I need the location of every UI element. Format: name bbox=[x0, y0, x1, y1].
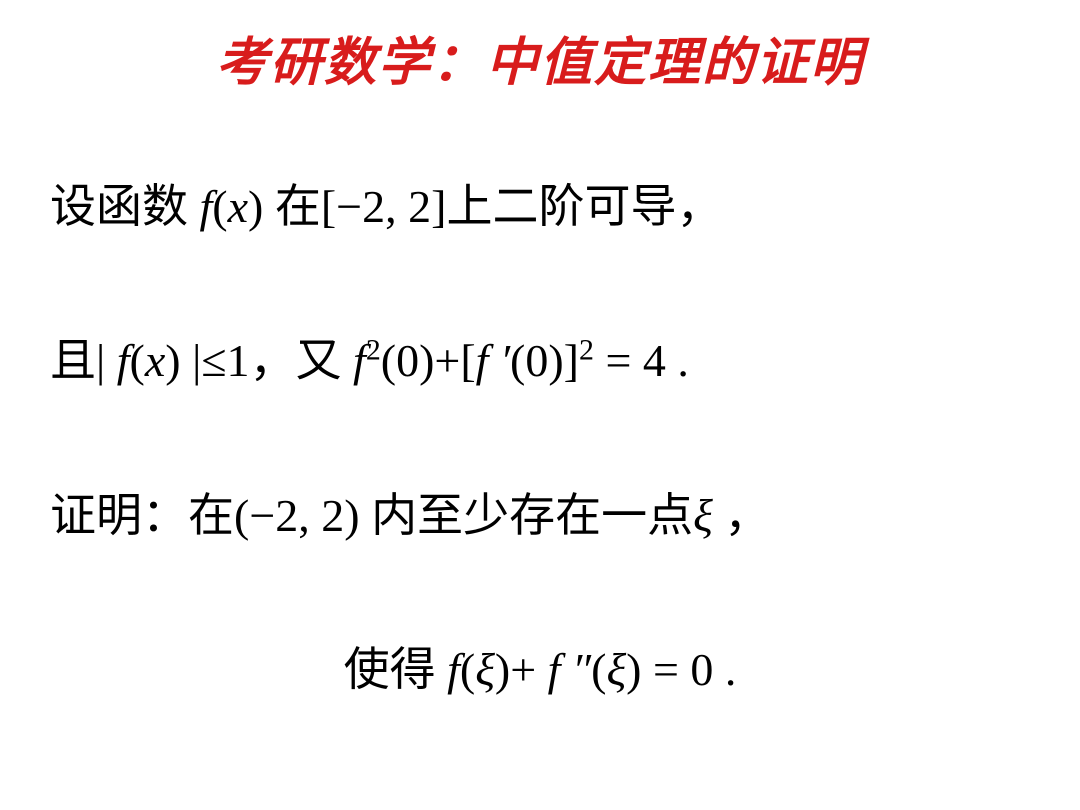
text-segment: 2 bbox=[579, 334, 594, 367]
text-segment: ( bbox=[130, 335, 145, 386]
text-segment: 且 bbox=[50, 335, 96, 386]
text-segment: f ″ bbox=[548, 644, 591, 695]
text-segment: ( bbox=[212, 181, 227, 232]
text-segment: ， bbox=[713, 490, 771, 541]
document-title: 考研数学：中值定理的证明 bbox=[50, 20, 1030, 95]
text-segment: 设函数 bbox=[50, 181, 200, 232]
text-segment: | bbox=[96, 335, 117, 386]
text-segment: f bbox=[447, 644, 460, 695]
text-segment: (0)] bbox=[510, 335, 579, 386]
text-segment: f ′ bbox=[476, 335, 510, 386]
title-text: 考研数学：中值定理的证明 bbox=[216, 35, 864, 92]
text-segment: )+ bbox=[495, 644, 548, 695]
text-segment: = 4 . bbox=[594, 335, 689, 386]
text-segment: [−2, 2] bbox=[321, 181, 447, 232]
text-segment: (0)+[ bbox=[381, 335, 476, 386]
text-segment: ( bbox=[591, 644, 606, 695]
body-line: 证明：在(−2, 2) 内至少存在一点ξ ， bbox=[50, 484, 1030, 548]
body-line: 设函数 f(x) 在[−2, 2]上二阶可导， bbox=[50, 175, 1030, 239]
text-segment: x bbox=[228, 181, 248, 232]
text-segment: x bbox=[145, 335, 165, 386]
text-segment: f bbox=[353, 335, 366, 386]
text-segment: f bbox=[200, 181, 213, 232]
text-segment: ) |≤1 bbox=[165, 335, 249, 386]
body-line: 使得 f(ξ)+ f ″(ξ) = 0 . bbox=[50, 638, 1030, 702]
body-line: 且| f(x) |≤1，又 f2(0)+[f ′(0)]2 = 4 . bbox=[50, 329, 1030, 393]
text-segment: (−2, 2) bbox=[234, 490, 371, 541]
text-segment: 证明：在 bbox=[50, 490, 234, 541]
text-segment: ，又 bbox=[250, 335, 354, 386]
text-segment: ) = 0 . bbox=[626, 644, 736, 695]
text-segment: 内至少存在一点 bbox=[371, 490, 693, 541]
text-segment: f bbox=[117, 335, 130, 386]
text-segment: 上二阶可导， bbox=[446, 181, 722, 232]
text-segment: ξ bbox=[606, 644, 626, 695]
text-segment: ( bbox=[460, 644, 475, 695]
text-segment: ξ bbox=[475, 644, 495, 695]
text-segment: ξ bbox=[693, 490, 713, 541]
text-segment: 在 bbox=[275, 181, 321, 232]
text-segment: ) bbox=[248, 181, 275, 232]
document-body: 设函数 f(x) 在[−2, 2]上二阶可导，且| f(x) |≤1，又 f2(… bbox=[50, 175, 1030, 703]
text-segment: 2 bbox=[366, 334, 381, 367]
text-segment: 使得 bbox=[344, 644, 448, 695]
